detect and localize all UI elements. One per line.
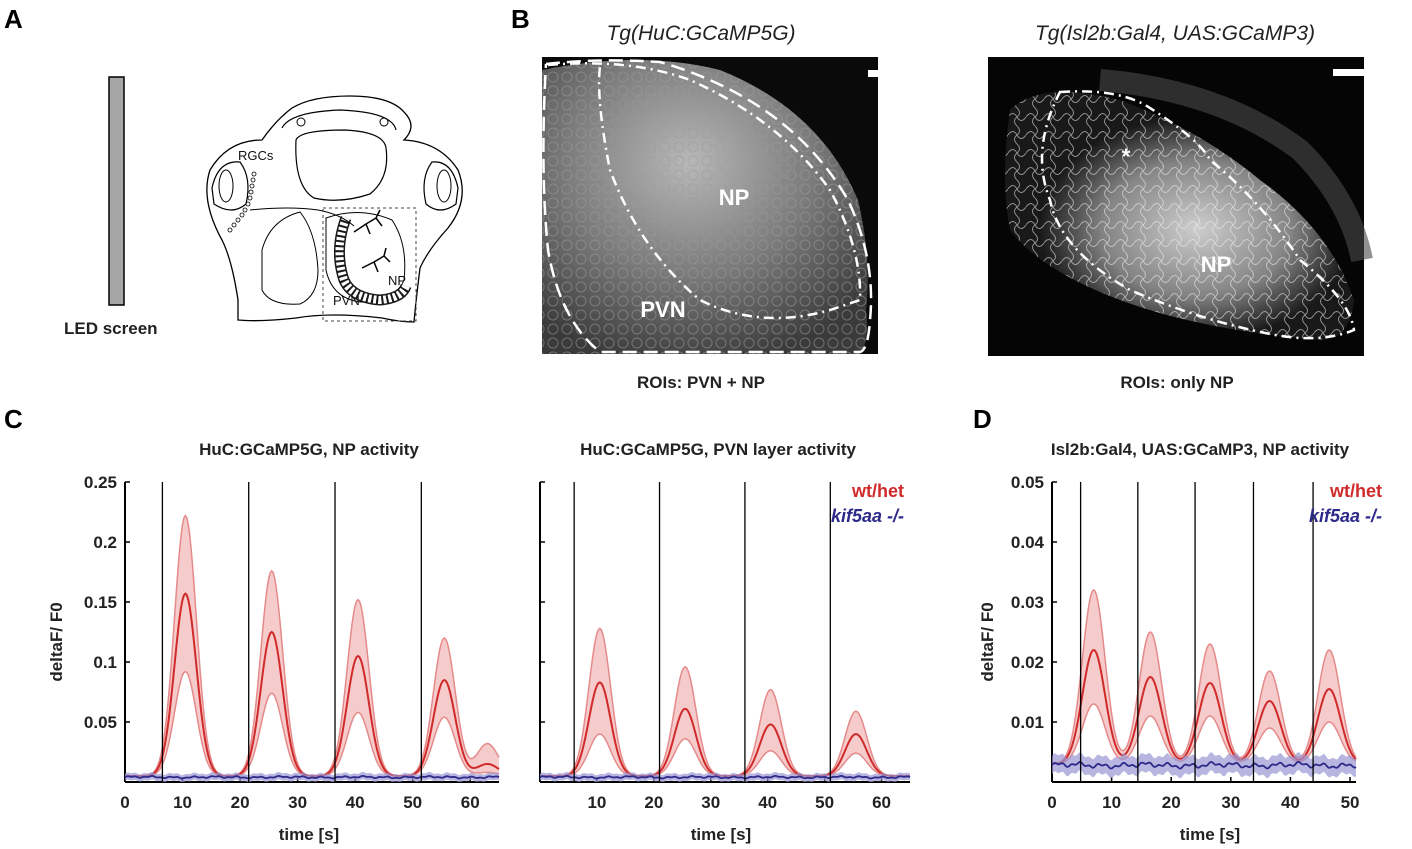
y-tick-label: 0.05 <box>1011 473 1044 492</box>
x-tick-label: 10 <box>1102 793 1121 812</box>
micrograph-left: NP PVN <box>542 57 905 354</box>
x-tick-label: 20 <box>231 793 250 812</box>
legend-kif: kif5aa -/- <box>831 506 904 526</box>
panel-letter-d: D <box>973 404 992 434</box>
panel-letter-c: C <box>4 404 23 434</box>
led-screen-label: LED screen <box>64 319 158 338</box>
legend-kif: kif5aa -/- <box>1309 506 1382 526</box>
kif5aa-mean-line <box>124 774 500 780</box>
x-axis-label: time [s] <box>691 825 751 844</box>
plot-title: HuC:GCaMP5G, NP activity <box>199 440 419 459</box>
micrograph-right-caption: ROIs: only NP <box>1120 373 1233 392</box>
x-axis-label: time [s] <box>279 825 339 844</box>
np-sketch-label: NP <box>388 273 406 288</box>
kif5aa-mean-line <box>539 774 911 780</box>
plot-title: HuC:GCaMP5G, PVN layer activity <box>580 440 856 459</box>
pvn-sketch-label: PVN <box>333 293 360 308</box>
y-tick-label: 0.2 <box>93 533 117 552</box>
x-tick-label: 20 <box>644 793 663 812</box>
y-tick-label: 0.01 <box>1011 713 1044 732</box>
panel-letter-a: A <box>4 4 23 34</box>
x-tick-label: 30 <box>701 793 720 812</box>
plot-pvn-activity-huc: HuC:GCaMP5G, PVN layer activity time [s]… <box>539 440 911 844</box>
y-axis-label: deltaF/ F0 <box>47 602 66 681</box>
pvn-region-label: PVN <box>640 297 685 322</box>
plot-np-activity-isl2b: Isl2b:Gal4, UAS:GCaMP3, NP activity delt… <box>978 440 1382 844</box>
wt-het-upper-line <box>1051 589 1357 765</box>
y-tick-label: 0.02 <box>1011 653 1044 672</box>
y-tick-label: 0.25 <box>84 473 117 492</box>
wt-het-sem-band <box>125 515 499 776</box>
np-region-label-right: NP <box>1201 252 1232 277</box>
larva-sketch: LED screen RGCs NP PVN <box>64 76 463 338</box>
y-tick-label: 0.15 <box>84 593 117 612</box>
x-tick-label: 60 <box>461 793 480 812</box>
x-tick-label: 60 <box>872 793 891 812</box>
kif5aa-mean-line <box>1051 760 1357 770</box>
x-tick-label: 20 <box>1162 793 1181 812</box>
x-tick-label: 50 <box>1341 793 1360 812</box>
micrograph-right-title: Tg(Isl2b:Gal4, UAS:GCaMP3) <box>1035 22 1315 45</box>
plot-title: Isl2b:Gal4, UAS:GCaMP3, NP activity <box>1051 440 1350 459</box>
micrograph-left-caption: ROIs: PVN + NP <box>637 373 765 392</box>
y-axis-label: deltaF/ F0 <box>978 602 997 681</box>
x-tick-label: 0 <box>1047 793 1056 812</box>
np-region-label-left: NP <box>719 185 750 210</box>
y-tick-label: 0.04 <box>1011 533 1045 552</box>
x-tick-label: 40 <box>758 793 777 812</box>
asterisk-label: * <box>1122 144 1131 169</box>
panel-letter-b: B <box>511 4 530 34</box>
scale-bar-left <box>868 70 905 77</box>
micrograph-left-title: Tg(HuC:GCaMP5G) <box>606 22 795 45</box>
y-tick-label: 0.05 <box>84 713 117 732</box>
x-tick-label: 50 <box>815 793 834 812</box>
led-screen-bar <box>108 76 125 306</box>
plot-np-activity-huc: HuC:GCaMP5G, NP activity deltaF/ F0 time… <box>47 440 500 844</box>
micrograph-right: * NP <box>988 57 1373 356</box>
y-tick-label: 0.03 <box>1011 593 1044 612</box>
legend-wt: wt/het <box>1329 481 1382 501</box>
x-tick-label: 40 <box>346 793 365 812</box>
scale-bar-right <box>1333 69 1369 76</box>
y-tick-label: 0.1 <box>93 653 117 672</box>
x-tick-label: 0 <box>120 793 129 812</box>
x-tick-label: 30 <box>1221 793 1240 812</box>
legend-wt: wt/het <box>851 481 904 501</box>
rgc-label: RGCs <box>238 148 274 163</box>
x-tick-label: 30 <box>288 793 307 812</box>
x-tick-label: 10 <box>587 793 606 812</box>
x-tick-label: 40 <box>1281 793 1300 812</box>
x-tick-label: 50 <box>403 793 422 812</box>
x-tick-label: 10 <box>173 793 192 812</box>
x-axis-label: time [s] <box>1180 825 1240 844</box>
